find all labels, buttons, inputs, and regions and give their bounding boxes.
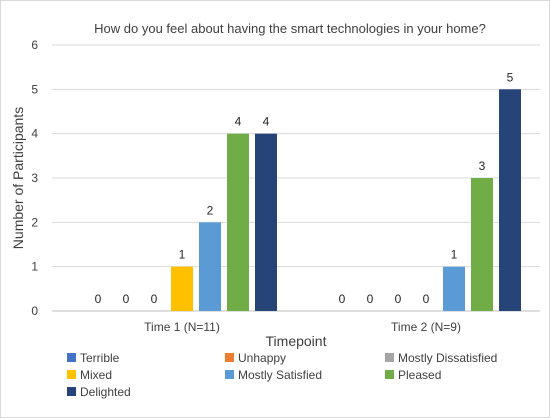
data-label: 4 xyxy=(263,115,270,129)
legend-label: Mostly Satisfied xyxy=(238,368,322,382)
legend-item: Pleased xyxy=(385,368,441,382)
data-label: 0 xyxy=(95,292,102,306)
y-tick-label: 0 xyxy=(31,304,38,318)
legend-swatch xyxy=(67,370,76,379)
x-axis-title: Timepoint xyxy=(266,333,327,349)
data-label: 0 xyxy=(151,292,158,306)
y-tick-label: 1 xyxy=(31,260,38,274)
legend-item: Mixed xyxy=(67,368,112,382)
bar-pleased xyxy=(227,133,249,311)
legend-label: Unhappy xyxy=(238,351,286,365)
data-label: 1 xyxy=(451,248,458,262)
data-label: 1 xyxy=(179,248,186,262)
legend-item: Unhappy xyxy=(225,351,286,365)
y-tick-labels: 0 1 2 3 4 5 6 xyxy=(31,38,38,318)
bar-mostly-satisfied xyxy=(199,222,221,311)
legend-swatch xyxy=(385,370,394,379)
legend-label: Mixed xyxy=(80,368,112,382)
legend-label: Mostly Dissatisfied xyxy=(398,351,497,365)
data-label: 0 xyxy=(367,292,374,306)
bar-pleased xyxy=(471,178,493,311)
data-label: 4 xyxy=(235,115,242,129)
legend-swatch xyxy=(225,370,234,379)
category-labels: Time 1 (N=11) Time 2 (N=9) xyxy=(144,320,461,334)
data-label: 3 xyxy=(479,159,486,173)
bar-mixed xyxy=(171,266,193,311)
y-tick-label: 4 xyxy=(31,127,38,141)
legend-swatch xyxy=(385,353,394,362)
legend-label: Delighted xyxy=(80,385,131,399)
legend: Terrible Unhappy Mostly Dissatisfied Mixed M… xyxy=(67,351,497,399)
legend-label: Pleased xyxy=(398,368,441,382)
category-label: Time 2 (N=9) xyxy=(391,320,461,334)
bar-mostly-satisfied xyxy=(443,266,465,311)
legend-label: Terrible xyxy=(80,351,120,365)
data-label: 5 xyxy=(507,70,514,84)
legend-swatch xyxy=(225,353,234,362)
gridlines xyxy=(52,44,540,312)
data-labels: 0 0 0 1 2 4 4 0 0 0 0 1 3 5 xyxy=(95,70,514,306)
chart-title: How do you feel about having the smart t… xyxy=(94,21,486,36)
legend-item: Terrible xyxy=(67,351,120,365)
y-tick-label: 5 xyxy=(31,82,38,96)
category-label: Time 1 (N=11) xyxy=(144,320,220,334)
legend-item: Mostly Satisfied xyxy=(225,368,322,382)
legend-item: Mostly Dissatisfied xyxy=(385,351,497,365)
legend-item: Delighted xyxy=(67,385,131,399)
legend-swatch xyxy=(67,353,76,362)
data-label: 0 xyxy=(395,292,402,306)
y-tick-label: 3 xyxy=(31,171,38,185)
data-label: 0 xyxy=(339,292,346,306)
bars xyxy=(171,89,521,311)
bar-delighted xyxy=(255,133,277,311)
y-axis-title: Number of Participants xyxy=(10,107,26,249)
data-label: 0 xyxy=(423,292,430,306)
data-label: 2 xyxy=(207,203,214,217)
y-tick-label: 6 xyxy=(31,38,38,52)
data-label: 0 xyxy=(123,292,130,306)
legend-swatch xyxy=(67,387,76,396)
y-tick-label: 2 xyxy=(31,215,38,229)
bar-delighted xyxy=(499,89,521,311)
